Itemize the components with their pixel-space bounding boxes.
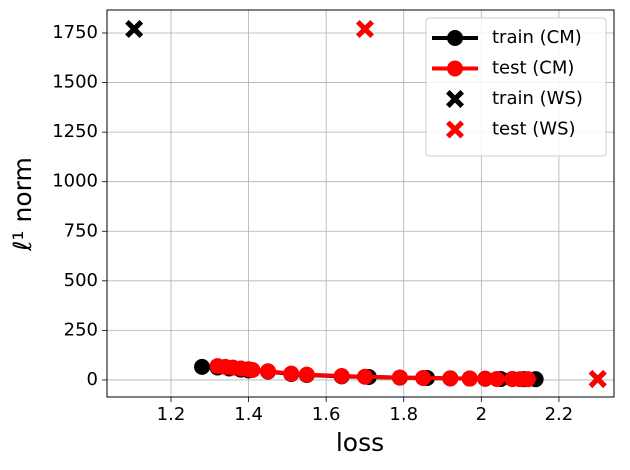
legend-box (425, 17, 607, 157)
legend-marker (446, 120, 464, 139)
point (194, 358, 211, 375)
y-axis-label: ℓ¹ norm (8, 157, 37, 252)
point (356, 368, 373, 385)
point (477, 370, 494, 387)
y-tick-label: 500 (64, 270, 98, 291)
y-tick-label: 250 (64, 319, 98, 340)
x-tick-label: 2.2 (545, 404, 574, 425)
y-tick-label: 1000 (52, 171, 98, 192)
x-marker (588, 369, 607, 388)
point (244, 362, 261, 379)
x-tick-label: 2 (476, 404, 487, 425)
legend-label: train (CM) (492, 27, 582, 48)
x-tick-label: 1.2 (157, 404, 186, 425)
legend-marker (446, 90, 464, 108)
x-marker (125, 20, 144, 39)
legend-label: train (WS) (492, 88, 583, 109)
legend: train (CM) test (CM) train (WS) test (WS) (425, 17, 607, 157)
y-tick-label: 750 (64, 220, 98, 241)
x-tick-label: 1.4 (234, 404, 263, 425)
legend-label: test (CM) (492, 58, 574, 79)
legend-marker (447, 60, 463, 77)
point (415, 369, 432, 386)
point (283, 365, 300, 382)
point (333, 367, 350, 384)
legend-label: test (WS) (492, 119, 576, 140)
x-axis-label: loss (336, 428, 384, 457)
point (442, 370, 459, 387)
y-tick-label: 0 (87, 369, 98, 390)
legend-marker (447, 30, 463, 46)
point (391, 369, 408, 386)
point (298, 366, 315, 383)
x-tick-label: 1.8 (389, 404, 418, 425)
plot-frame (106, 9, 615, 398)
x-marker (355, 20, 374, 39)
point (259, 363, 276, 380)
point (488, 370, 505, 387)
y-tick-label: 1250 (52, 121, 98, 142)
y-tick-label: 1500 (52, 72, 98, 93)
point (519, 371, 536, 388)
y-tick-label: 1750 (52, 22, 98, 43)
x-tick-label: 1.6 (312, 404, 341, 425)
point (461, 370, 478, 387)
